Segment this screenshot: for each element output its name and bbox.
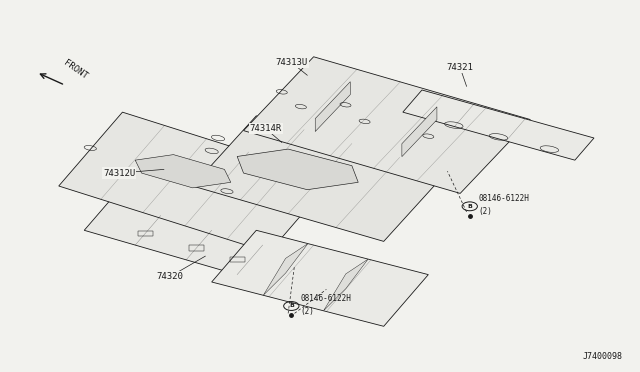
- Polygon shape: [316, 82, 350, 132]
- Polygon shape: [263, 244, 308, 295]
- Text: FRONT: FRONT: [62, 58, 89, 81]
- Text: 74321: 74321: [447, 63, 474, 72]
- Polygon shape: [403, 90, 594, 160]
- Polygon shape: [323, 259, 368, 311]
- Polygon shape: [193, 116, 447, 241]
- Text: 08146-6122H: 08146-6122H: [479, 194, 529, 203]
- Text: 74312U: 74312U: [103, 169, 136, 177]
- Polygon shape: [135, 155, 231, 188]
- Polygon shape: [244, 57, 531, 193]
- Polygon shape: [212, 230, 428, 326]
- Polygon shape: [402, 107, 437, 157]
- Text: 74314R: 74314R: [250, 124, 282, 133]
- Polygon shape: [84, 201, 314, 289]
- Text: J7400098: J7400098: [582, 352, 623, 361]
- Text: B: B: [467, 204, 472, 209]
- Text: (2): (2): [479, 208, 493, 217]
- Text: 74320: 74320: [157, 272, 184, 281]
- Text: (2): (2): [300, 307, 314, 316]
- Polygon shape: [237, 149, 358, 190]
- Text: 08146-6122H: 08146-6122H: [300, 294, 351, 303]
- Text: 74313U: 74313U: [275, 58, 307, 67]
- Polygon shape: [59, 112, 333, 253]
- Text: B: B: [289, 304, 294, 308]
